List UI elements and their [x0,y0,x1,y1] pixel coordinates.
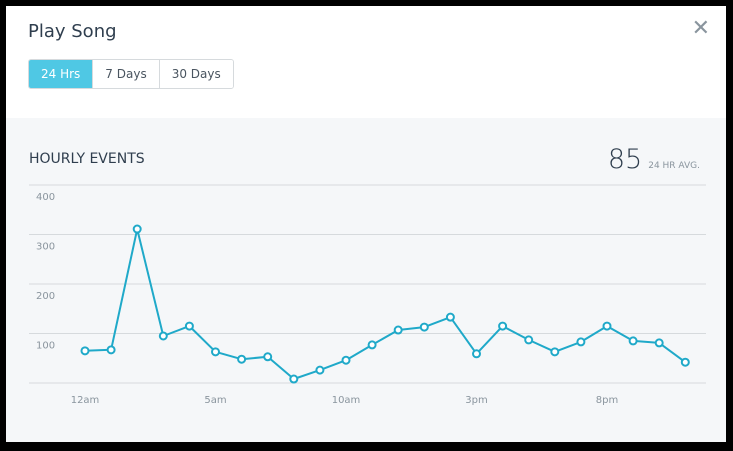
modal-title: Play Song [28,21,117,42]
chart-panel: HOURLY EVENTS 85 24 HR AVG. 100 200 300 400… [6,118,726,442]
data-point [237,354,247,364]
data-point [263,352,273,362]
data-point [419,322,429,332]
y-tick-label: 300 [36,242,55,253]
chart-heading: HOURLY EVENTS [29,151,145,167]
data-point [393,325,403,335]
data-point [472,349,481,359]
x-tick-label: 12am [71,395,100,406]
tab-24-hrs[interactable]: 24 Hrs [29,60,93,88]
average-stat: 85 24 HR AVG. [608,144,700,175]
data-point [602,321,612,331]
data-point [445,312,455,322]
data-point [498,321,508,331]
data-line [84,228,686,380]
tab-7-days[interactable]: 7 Days [92,60,159,88]
play-song-modal: Play Song ✕ 24 Hrs 7 Days 30 Days HOURLY… [6,6,726,442]
x-tick-label: 10am [332,395,361,406]
y-tick-label: 200 [36,291,55,302]
x-tick-label: 5am [204,395,226,406]
close-icon[interactable]: ✕ [691,16,710,41]
data-point [576,337,586,347]
range-tabs: 24 Hrs 7 Days 30 Days [28,59,234,89]
data-point [341,355,351,365]
data-point [289,374,299,384]
tab-30-days[interactable]: 30 Days [158,60,233,88]
average-label: 24 HR AVG. [648,161,700,171]
y-tick-label: 100 [36,341,55,352]
data-point [550,347,560,357]
x-tick-label: 8pm [596,395,618,406]
line-chart: 100 200 300 400 12am 5am 10am 3pm 8pm [29,184,706,406]
data-point [158,331,168,341]
average-value: 85 [607,144,643,175]
data-point [80,346,90,356]
data-point [680,357,690,367]
data-point [524,335,534,345]
data-point [106,345,116,355]
y-tick-label: 400 [36,192,55,203]
data-point [654,338,664,348]
data-point [628,336,638,346]
data-point [315,365,325,375]
x-tick-label: 3pm [465,395,487,406]
data-point [184,321,194,331]
data-point [367,340,377,350]
data-point [211,347,220,357]
data-point [132,224,142,234]
